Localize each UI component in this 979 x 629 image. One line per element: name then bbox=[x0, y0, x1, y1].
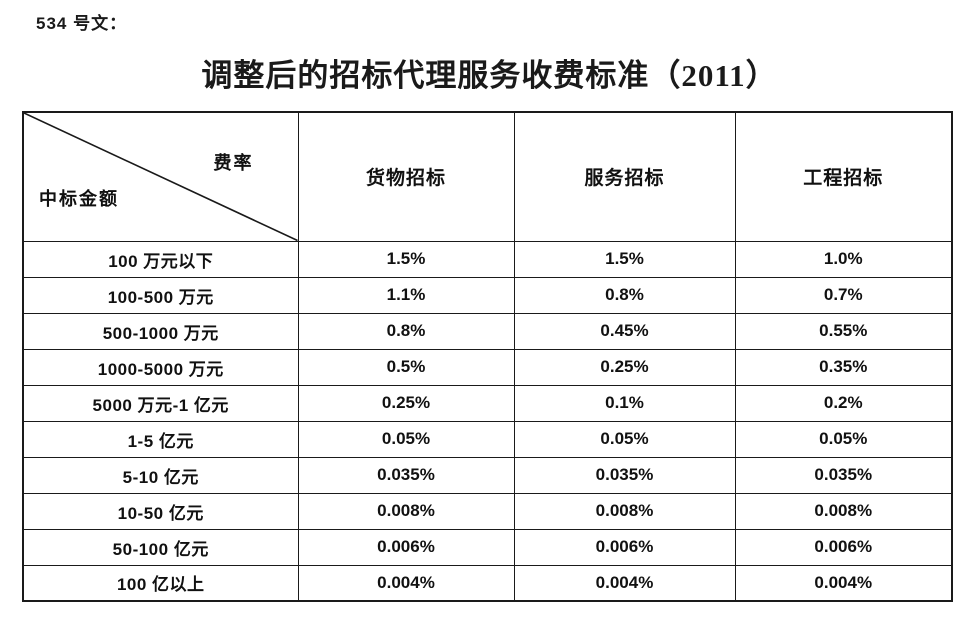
fee-cell: 0.008% bbox=[297, 492, 515, 530]
document-number-label: 534 号文： bbox=[36, 14, 128, 33]
diagonal-line bbox=[24, 113, 298, 241]
fee-cell: 0.55% bbox=[734, 312, 953, 350]
table-row: 10-50 亿元 0.008% 0.008% 0.008% bbox=[22, 492, 953, 530]
row-label: 100-500 万元 bbox=[22, 276, 299, 314]
fee-cell: 1.5% bbox=[297, 240, 515, 278]
fee-cell: 0.008% bbox=[734, 492, 953, 530]
fee-cell: 0.05% bbox=[734, 420, 953, 458]
fee-cell: 0.006% bbox=[297, 528, 515, 566]
table-row: 100 万元以下 1.5% 1.5% 1.0% bbox=[22, 240, 953, 278]
fee-cell: 0.25% bbox=[513, 348, 736, 386]
fee-cell: 0.35% bbox=[734, 348, 953, 386]
row-label: 5000 万元-1 亿元 bbox=[22, 384, 299, 422]
fee-cell: 0.05% bbox=[297, 420, 515, 458]
row-label: 5-10 亿元 bbox=[22, 456, 299, 494]
diagonal-split: 费率 中标金额 bbox=[24, 113, 298, 241]
row-label: 100 万元以下 bbox=[22, 240, 299, 278]
fee-cell: 0.035% bbox=[513, 456, 736, 494]
fee-cell: 0.05% bbox=[513, 420, 736, 458]
table-row: 500-1000 万元 0.8% 0.45% 0.55% bbox=[22, 312, 953, 350]
fee-cell: 0.2% bbox=[734, 384, 953, 422]
column-header-goods: 货物招标 bbox=[297, 111, 515, 242]
row-label: 50-100 亿元 bbox=[22, 528, 299, 566]
table-header-row: 费率 中标金额 货物招标 服务招标 工程招标 bbox=[22, 111, 953, 242]
fee-cell: 0.8% bbox=[297, 312, 515, 350]
fee-cell: 0.004% bbox=[297, 564, 515, 602]
corner-label-rate: 费率 bbox=[213, 153, 254, 173]
page-title: 调整后的招标代理服务收费标准（2011） bbox=[201, 58, 778, 93]
table-row: 100-500 万元 1.1% 0.8% 0.7% bbox=[22, 276, 953, 314]
fee-cell: 0.006% bbox=[513, 528, 736, 566]
row-label: 1-5 亿元 bbox=[22, 420, 299, 458]
fee-cell: 0.008% bbox=[513, 492, 736, 530]
table-row: 5-10 亿元 0.035% 0.035% 0.035% bbox=[22, 456, 953, 494]
fee-cell: 0.45% bbox=[513, 312, 736, 350]
row-label: 500-1000 万元 bbox=[22, 312, 299, 350]
fee-cell: 1.1% bbox=[297, 276, 515, 314]
fee-cell: 0.006% bbox=[734, 528, 953, 566]
fee-cell: 0.7% bbox=[734, 276, 953, 314]
corner-header-cell: 费率 中标金额 bbox=[22, 111, 299, 242]
fee-cell: 0.5% bbox=[297, 348, 515, 386]
column-header-engineering: 工程招标 bbox=[734, 111, 953, 242]
table-row: 100 亿以上 0.004% 0.004% 0.004% bbox=[22, 564, 953, 602]
fee-cell: 1.0% bbox=[734, 240, 953, 278]
row-label: 1000-5000 万元 bbox=[22, 348, 299, 386]
fee-cell: 0.004% bbox=[734, 564, 953, 602]
table-row: 1000-5000 万元 0.5% 0.25% 0.35% bbox=[22, 348, 953, 386]
row-label: 10-50 亿元 bbox=[22, 492, 299, 530]
table-row: 1-5 亿元 0.05% 0.05% 0.05% bbox=[22, 420, 953, 458]
fee-cell: 0.035% bbox=[297, 456, 515, 494]
fee-cell: 1.5% bbox=[513, 240, 736, 278]
corner-label-amount: 中标金额 bbox=[39, 189, 119, 209]
row-label: 100 亿以上 bbox=[22, 564, 299, 602]
fee-cell: 0.25% bbox=[297, 384, 515, 422]
table-row: 5000 万元-1 亿元 0.25% 0.1% 0.2% bbox=[22, 384, 953, 422]
fee-cell: 0.035% bbox=[734, 456, 953, 494]
column-header-service: 服务招标 bbox=[513, 111, 736, 242]
fee-cell: 0.1% bbox=[513, 384, 736, 422]
fee-rate-table: 费率 中标金额 货物招标 服务招标 工程招标 100 万元以下 1.5% 1.5… bbox=[22, 111, 953, 602]
fee-cell: 0.8% bbox=[513, 276, 736, 314]
fee-cell: 0.004% bbox=[513, 564, 736, 602]
table-row: 50-100 亿元 0.006% 0.006% 0.006% bbox=[22, 528, 953, 566]
